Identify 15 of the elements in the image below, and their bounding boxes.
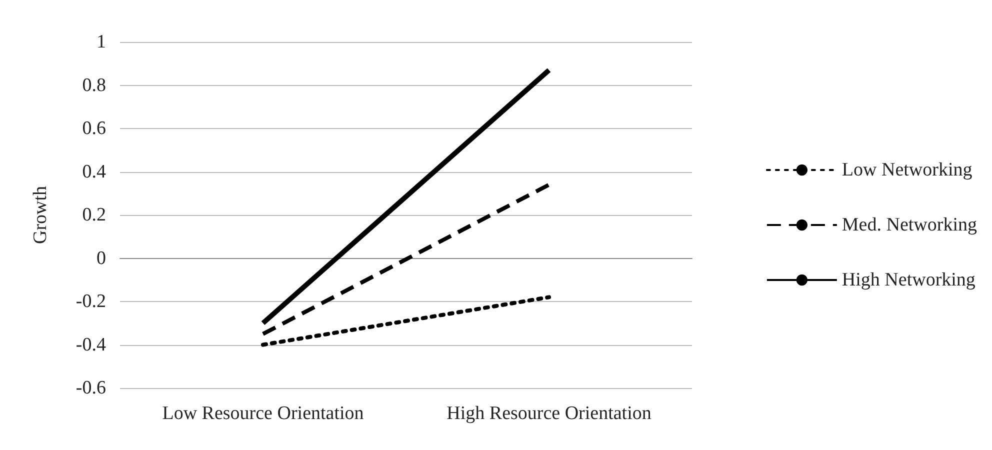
y-tick-label: 0.4 xyxy=(82,161,106,182)
y-tick-label: -0.6 xyxy=(76,378,106,398)
y-tick-label: -0.4 xyxy=(76,334,106,356)
legend-label: High Networking xyxy=(842,270,976,290)
y-tick-label: 0.6 xyxy=(82,118,106,139)
legend-label: Med. Networking xyxy=(842,214,978,236)
y-tick-label: -0.2 xyxy=(76,291,106,312)
x-tick-label: Low Resource Orientation xyxy=(162,403,364,424)
y-tick-label: 0 xyxy=(96,248,106,269)
y-tick-label: 0.8 xyxy=(82,74,106,96)
x-tick-label: High Resource Orientation xyxy=(446,403,652,424)
legend-label: Low Networking xyxy=(842,160,973,180)
y-tick-label: 0.2 xyxy=(82,204,106,226)
y-axis-title: Growth xyxy=(30,185,51,244)
y-tick-label: 1 xyxy=(96,32,106,52)
